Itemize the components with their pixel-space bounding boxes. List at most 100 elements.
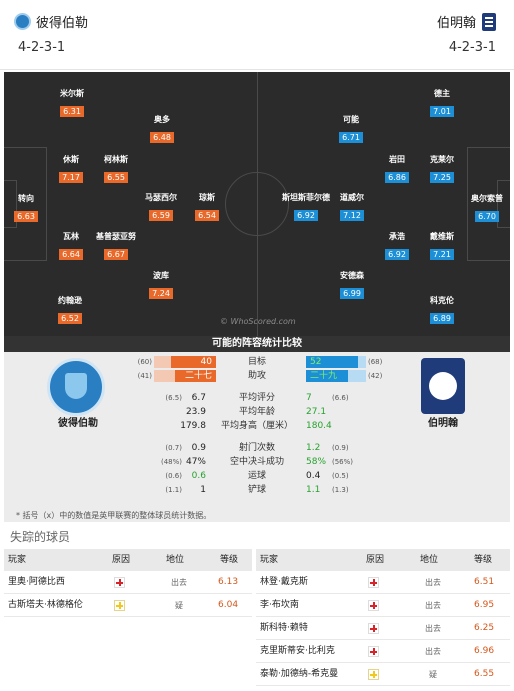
player-rating: 6.55 (474, 669, 495, 679)
away-player[interactable]: 戴维斯 7.21 (407, 231, 477, 261)
away-team-caption: 伯明翰 (428, 418, 458, 429)
table-row[interactable]: 李·布坎南 出去 6.95 (256, 594, 510, 617)
home-value: 47% (185, 457, 206, 467)
away-player[interactable]: 奥尔索普 6.70 (452, 193, 510, 223)
away-league-avg: (1.3) (332, 486, 349, 494)
away-goals: 52 (310, 357, 322, 367)
player-name: 米尔斯 (60, 89, 84, 98)
away-goals-bar: 52 (306, 356, 366, 368)
stat-label: 平均身高（厘米） (220, 421, 293, 431)
home-team[interactable]: 彼得伯勒 (14, 12, 88, 31)
player-name[interactable]: 林登·戴克斯 (260, 577, 308, 587)
player-name[interactable]: 克里斯蒂安·比利克 (260, 646, 335, 656)
away-league-avg: (68) (368, 358, 383, 366)
player-rating: 6.31 (60, 106, 84, 117)
away-goals-fill (306, 356, 358, 368)
away-value: 27.1 (306, 407, 327, 417)
player-status: 出去 (171, 578, 187, 587)
away-formation: 4-2-3-1 (448, 40, 496, 55)
stat-row: (1.1) 1 铲球 1.1 (1.3) (4, 484, 510, 496)
table-row[interactable]: 里奥·阿德比西 出去 6.13 (4, 571, 252, 594)
player-name: 奥多 (154, 115, 170, 124)
player-name: 可能 (343, 115, 359, 124)
home-team-name[interactable]: 彼得伯勒 (36, 16, 89, 31)
player-name: 转向 (18, 194, 34, 203)
away-player[interactable]: 可能 6.71 (316, 114, 386, 144)
player-name: 戴维斯 (430, 232, 454, 241)
away-player[interactable]: 承浩 6.92 (362, 231, 432, 261)
red-cross-icon (368, 646, 379, 657)
away-player[interactable]: 岩田 6.86 (362, 154, 432, 184)
table-row[interactable]: 克里斯蒂安·比利克 出去 6.96 (256, 640, 510, 663)
player-rating: 7.01 (430, 106, 454, 117)
player-status: 出去 (425, 601, 441, 610)
player-name[interactable]: 李·布坎南 (260, 600, 299, 610)
player-rating: 6.13 (218, 577, 239, 587)
home-goals: 40 (200, 357, 212, 367)
away-player[interactable]: 德主 7.01 (407, 88, 477, 118)
yellow-cross-icon (114, 600, 125, 611)
home-player[interactable]: 米尔斯 6.31 (37, 88, 107, 118)
red-cross-icon (368, 623, 379, 634)
player-name: 科克伦 (430, 296, 454, 305)
player-name[interactable]: 泰勒·加德纳-希克曼 (260, 669, 339, 679)
table-row[interactable]: 林登·戴克斯 出去 6.51 (256, 571, 510, 594)
away-value: 180.4 (306, 421, 332, 431)
home-player[interactable]: 奥多 6.48 (127, 114, 197, 144)
formation-pitch: 米尔斯 6.31 奥多 6.48 休斯 7.17 柯林斯 6.55 马瑟西尔 6.59 琼… (4, 72, 510, 336)
away-player[interactable]: 安德森 6.99 (317, 270, 387, 300)
away-player[interactable]: 克莱尔 7.25 (407, 154, 477, 184)
player-name: 琼斯 (199, 193, 215, 202)
away-player[interactable]: 科克伦 6.89 (407, 295, 477, 325)
away-value: 0.4 (306, 471, 321, 481)
player-rating: 6.55 (104, 172, 128, 183)
home-player[interactable]: 瓦林 6.64 (36, 231, 106, 261)
player-rating: 6.52 (58, 313, 82, 324)
player-name: 克莱尔 (430, 155, 454, 164)
red-cross-icon (114, 577, 125, 588)
player-name: 安德森 (340, 271, 364, 280)
table-row[interactable]: 泰勒·加德纳-希克曼 疑 6.55 (256, 663, 510, 686)
home-player[interactable]: 波库 7.24 (126, 270, 196, 300)
player-name: 基普瑟亚努 (96, 232, 136, 241)
away-team-name[interactable]: 伯明翰 (436, 16, 476, 31)
player-name: 德主 (434, 89, 450, 98)
player-rating: 6.48 (150, 132, 174, 143)
home-value: 0.9 (191, 443, 206, 453)
player-name[interactable]: 里奥·阿德比西 (8, 577, 65, 587)
away-missing-table: 玩家 原因 地位 等级 林登·戴克斯 出去 6.51 李·布坎南 出去 6.95… (256, 549, 510, 686)
away-player[interactable]: 道威尔 7.12 (317, 192, 387, 222)
away-league-avg: (0.5) (332, 472, 349, 480)
table-row[interactable]: 古斯塔夫·林德格伦 疑 6.04 (4, 594, 252, 617)
home-league-avg: (0.7) (165, 444, 182, 452)
away-league-avg: (42) (368, 372, 383, 380)
away-team[interactable]: 伯明翰 (437, 12, 496, 31)
table-row[interactable]: 斯科特·赖特 出去 6.25 (256, 617, 510, 640)
player-name: 岩田 (389, 155, 405, 164)
footnote: * 括号（x）中的数值是英甲联赛的整体球员统计数据。 (16, 511, 212, 520)
comparison-title: 可能的阵容统计比较 (4, 336, 510, 352)
away-league-avg: (56%) (332, 458, 354, 466)
home-player[interactable]: 休斯 7.17 (36, 154, 106, 184)
player-rating: 6.64 (59, 249, 83, 260)
home-league-avg: (6.5) (165, 394, 182, 402)
home-assists: 二十七 (184, 371, 212, 381)
player-rating: 6.95 (474, 600, 495, 610)
player-name[interactable]: 古斯塔夫·林德格伦 (8, 600, 83, 610)
col-rating: 等级 (220, 555, 239, 565)
home-player[interactable]: 柯林斯 6.55 (81, 154, 151, 184)
stat-row-assists: (41) 二十七 助攻 二十九 (42) (4, 370, 510, 382)
yellow-cross-icon (368, 669, 379, 680)
home-assists-fill (175, 370, 216, 382)
home-player[interactable]: 转向 6.63 (4, 193, 61, 223)
player-status: 出去 (425, 647, 441, 656)
home-player[interactable]: 马瑟西尔 6.59 (126, 192, 196, 222)
home-player[interactable]: 约翰逊 6.52 (35, 295, 105, 325)
away-assists-fill (306, 370, 348, 382)
lineup-comparison: 可能的阵容统计比较 彼得伯勒 伯明翰 (60) 40 目标 52 (68) (4… (4, 336, 510, 522)
player-name[interactable]: 斯科特·赖特 (260, 623, 308, 633)
away-player[interactable]: 斯坦斯菲尔德 6.92 (271, 192, 341, 222)
home-player[interactable]: 基普瑟亚努 6.67 (81, 231, 151, 261)
home-player[interactable]: 琼斯 6.54 (172, 192, 242, 222)
player-name: 承浩 (389, 232, 405, 241)
